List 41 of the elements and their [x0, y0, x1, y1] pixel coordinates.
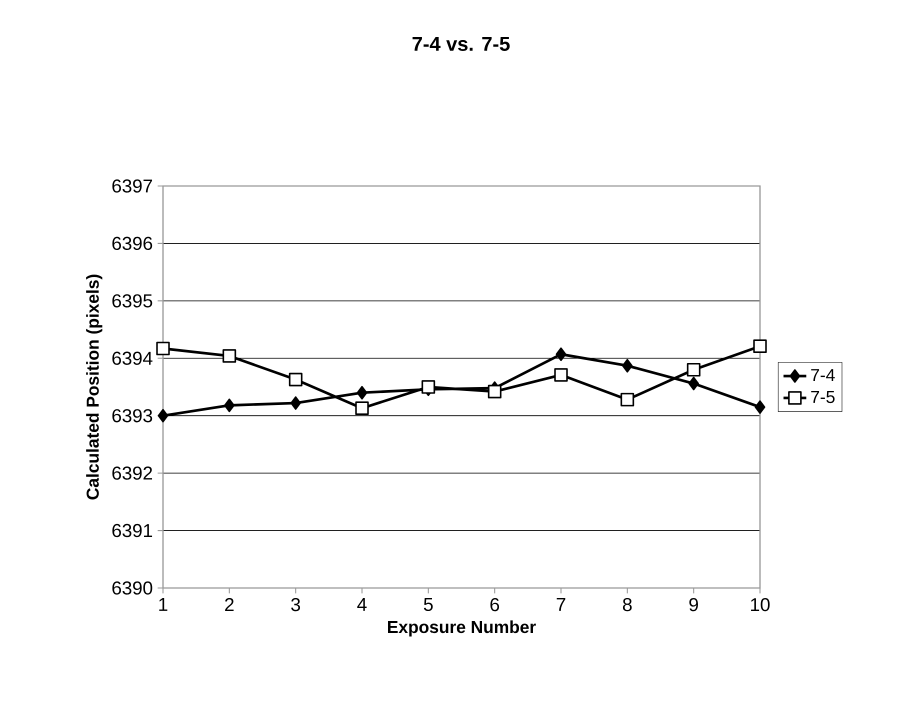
legend-label: 7-5: [811, 390, 835, 404]
x-tick-label: 5: [424, 598, 433, 612]
x-tick-label: 6: [490, 598, 500, 612]
chart-title: 7-4 vs. 7-5: [412, 37, 510, 51]
point: [620, 392, 634, 406]
legend-label: 7-4: [811, 369, 835, 381]
point: [422, 380, 436, 394]
point: [753, 339, 767, 354]
y-tick-label: 6393: [112, 409, 152, 422]
point: [554, 368, 568, 382]
x-tick-label: 3: [291, 598, 300, 612]
y-tick-label: 6397: [112, 179, 152, 193]
point: [622, 358, 633, 373]
x-tick-label: 4: [357, 598, 367, 611]
point: [688, 376, 699, 390]
point: [556, 347, 566, 362]
x-tick-label: 2: [225, 598, 234, 612]
y-tick-label: 6394: [112, 352, 152, 365]
point: [754, 400, 766, 414]
point: [288, 372, 302, 386]
point: [156, 342, 170, 356]
x-tick-label: 7: [556, 598, 566, 611]
y-tick-label: 6390: [112, 581, 152, 595]
point: [488, 384, 502, 398]
point: [290, 396, 301, 410]
x-tick-label: 10: [751, 598, 770, 612]
point: [224, 398, 235, 412]
y-tick-label: 6395: [112, 294, 152, 308]
point: [222, 349, 236, 363]
y-axis-title: Calculated Position (pixels): [86, 274, 102, 500]
point: [356, 386, 368, 400]
y-tick-label: 6391: [112, 524, 152, 538]
point: [355, 401, 369, 416]
x-tick-label: 8: [622, 598, 632, 612]
x-tick-label: 1: [159, 598, 168, 611]
point: [686, 362, 700, 377]
point: [158, 408, 168, 422]
x-axis-title: Exposure Number: [388, 620, 536, 637]
y-tick-label: 6396: [112, 236, 152, 250]
y-tick-label: 6392: [112, 466, 152, 480]
x-tick-label: 9: [689, 598, 698, 612]
